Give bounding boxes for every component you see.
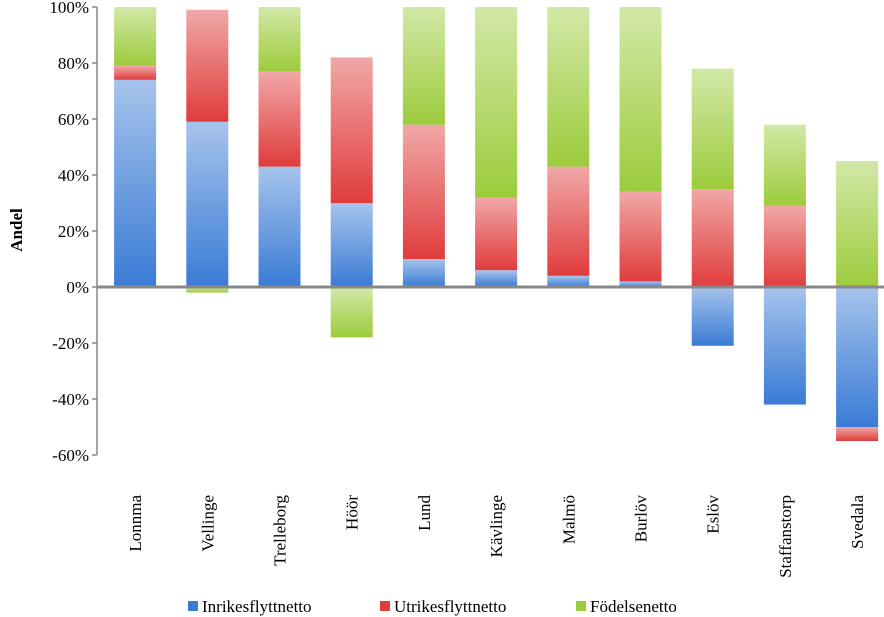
legend-label: Födelsenetto (590, 597, 677, 616)
bar-segment (763, 205, 806, 287)
bar-segment (547, 275, 590, 287)
y-tick-label: -40% (52, 390, 89, 409)
bar-segment (475, 7, 518, 198)
y-tick-label: -20% (52, 334, 89, 353)
bar-segment (547, 166, 590, 276)
y-tick-label: 20% (58, 222, 89, 241)
bar-segment (691, 287, 734, 346)
bar-segment (186, 9, 229, 122)
bar-segment (330, 287, 373, 338)
bar-segment (402, 7, 445, 125)
bar-segment (114, 7, 157, 66)
x-tick-label: Burlöv (632, 495, 651, 543)
bar-segment (547, 7, 590, 167)
legend-swatch (188, 601, 198, 611)
bar-segment (836, 287, 879, 427)
bar-segment (475, 270, 518, 287)
x-tick-label: Höör (343, 495, 362, 530)
bar-segment (330, 57, 373, 204)
y-axis-label: Andel (7, 208, 26, 252)
bar-segment (258, 7, 301, 72)
bar-segment (258, 71, 301, 167)
y-tick-label: 0% (66, 278, 89, 297)
y-tick-label: 100% (49, 0, 89, 17)
x-tick-label: Eslöv (704, 495, 723, 534)
x-tick-label: Lund (415, 495, 434, 531)
bar-segment (402, 124, 445, 259)
x-tick-label: Svedala (848, 495, 867, 549)
bar-segment (836, 161, 879, 287)
x-tick-label: Lonnma (126, 495, 145, 552)
y-tick-label: 80% (58, 54, 89, 73)
legend-label: Utrikesflyttnetto (394, 597, 506, 616)
bar-segment (186, 287, 229, 293)
bar-segment (619, 191, 662, 282)
bar-segment (475, 197, 518, 271)
bar-segment (619, 281, 662, 287)
bar-segment (258, 166, 301, 287)
bar-segment (114, 79, 157, 287)
x-tick-label: Trelleborg (271, 495, 290, 566)
legend-swatch (380, 601, 390, 611)
y-tick-label: 60% (58, 110, 89, 129)
x-tick-label: Malmö (559, 495, 578, 544)
bar-segment (763, 124, 806, 206)
y-tick-label: 40% (58, 166, 89, 185)
y-tick-label: -60% (52, 446, 89, 465)
legend-swatch (576, 601, 586, 611)
bar-segment (402, 259, 445, 287)
legend-label: Inrikesflyttnetto (202, 597, 312, 616)
x-tick-label: Kävlinge (487, 495, 506, 557)
bar-segment (114, 65, 157, 80)
bar-segment (330, 203, 373, 287)
x-tick-label: Staffanstorp (776, 495, 795, 578)
bar-segment (691, 189, 734, 287)
bar-segment (619, 7, 662, 192)
bar-segment (763, 287, 806, 405)
bar-segment (691, 68, 734, 189)
bar-segment (836, 427, 879, 441)
x-tick-label: Vellinge (198, 495, 217, 552)
bar-segment (186, 121, 229, 287)
